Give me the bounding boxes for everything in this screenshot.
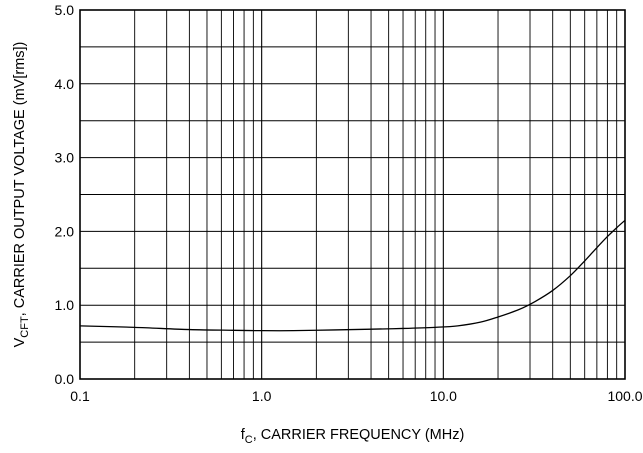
y-axis-title-rest: , CARRIER OUTPUT VOLTAGE (mV[rms]) — [12, 42, 28, 317]
y-tick-label: 3.0 — [55, 150, 75, 166]
x-axis-title-main: f — [241, 427, 246, 443]
y-tick-label: 4.0 — [55, 76, 75, 92]
y-axis-title: VCFT, CARRIER OUTPUT VOLTAGE (mV[rms]) — [12, 42, 31, 348]
x-tick-label: 1.0 — [252, 388, 272, 404]
plot-frame — [79, 9, 626, 380]
x-tick-label: 10.0 — [430, 388, 457, 404]
y-tick-label: 0.0 — [55, 371, 75, 387]
y-tick-label: 2.0 — [55, 223, 75, 239]
grid — [80, 10, 625, 379]
series-layer — [79, 219, 626, 332]
x-axis-title-rest: , CARRIER FREQUENCY (MHz) — [253, 427, 465, 443]
y-tick-label: 5.0 — [55, 2, 75, 18]
y-axis-title-main: V — [12, 337, 28, 347]
x-tick-labels: 0.1 1.0 10.0 100.0 — [70, 388, 642, 404]
series-line — [79, 219, 626, 332]
y-tick-labels: 0.0 1.0 2.0 3.0 4.0 5.0 — [55, 2, 75, 387]
y-tick-label: 1.0 — [55, 297, 75, 313]
x-axis-title: fC, CARRIER FREQUENCY (MHz) — [241, 427, 465, 446]
x-tick-label: 0.1 — [70, 388, 90, 404]
y-axis-title-sub: CFT — [19, 316, 31, 338]
x-axis-title-sub: C — [245, 434, 253, 446]
x-tick-label: 100.0 — [607, 388, 642, 404]
